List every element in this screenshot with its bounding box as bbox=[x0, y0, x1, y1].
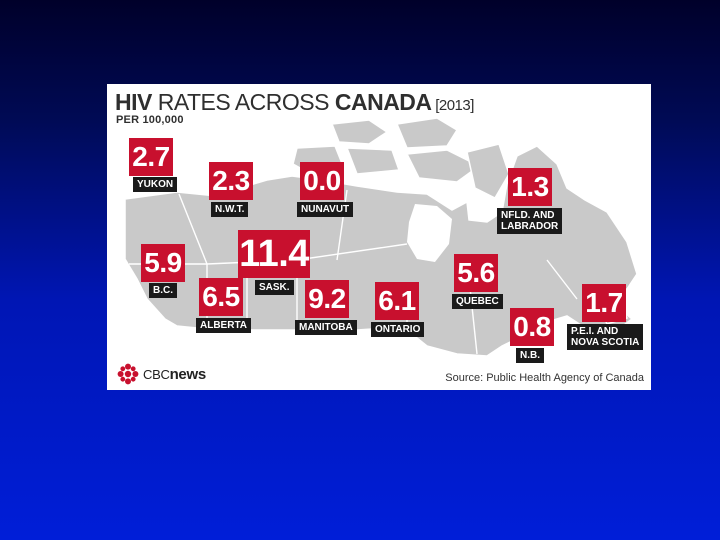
arctic-island bbox=[405, 149, 481, 183]
arctic-island bbox=[330, 119, 389, 145]
baffin-island bbox=[466, 143, 510, 199]
nfld-label: NFLD. AND LABRADOR bbox=[497, 208, 563, 234]
nb-label: N.B. bbox=[516, 348, 544, 363]
bc-label: B.C. bbox=[149, 283, 177, 298]
bc-rate: 5.9 bbox=[141, 244, 185, 282]
logo-cbc: CBC bbox=[143, 366, 170, 382]
nb-rate: 0.8 bbox=[510, 308, 554, 346]
pei-ns-label: P.E.I. AND NOVA SCOTIA bbox=[567, 324, 644, 350]
ontario-rate: 6.1 bbox=[375, 282, 419, 320]
nunavut-rate: 0.0 bbox=[300, 162, 344, 200]
logo-news: news bbox=[169, 365, 207, 383]
arctic-island bbox=[395, 117, 459, 149]
source-credit: Source: Public Health Agency of Canada bbox=[445, 372, 644, 384]
alberta-label: ALBERTA bbox=[196, 318, 252, 333]
alberta-rate: 6.5 bbox=[199, 278, 243, 316]
manitoba-rate: 9.2 bbox=[305, 280, 349, 318]
logo-wordmark: CBCnews bbox=[143, 366, 206, 383]
pei-ns-rate: 1.7 bbox=[582, 284, 626, 322]
infographic-panel: HIV RATES ACROSS CANADA [2013] PER 100,0… bbox=[107, 84, 651, 390]
page-title: HIV RATES ACROSS CANADA [2013] bbox=[115, 89, 474, 119]
yukon-rate: 2.7 bbox=[129, 138, 173, 176]
title-part-hiv: HIV bbox=[115, 89, 152, 115]
hudson-bay bbox=[407, 204, 452, 262]
cbc-gem-icon bbox=[117, 363, 139, 385]
title-year: [2013] bbox=[431, 97, 474, 114]
nwt-rate: 2.3 bbox=[209, 162, 253, 200]
cbc-news-logo: CBCnews bbox=[117, 363, 206, 385]
arctic-island bbox=[345, 147, 401, 175]
quebec-label: QUEBEC bbox=[452, 294, 503, 309]
quebec-rate: 5.6 bbox=[454, 254, 498, 292]
yukon-label: YUKON bbox=[133, 177, 178, 192]
subtitle: PER 100,000 bbox=[116, 114, 184, 126]
sask-label: SASK. bbox=[255, 280, 294, 295]
title-part-canada: CANADA bbox=[334, 89, 432, 115]
manitoba-label: MANITOBA bbox=[295, 320, 357, 335]
sask-rate: 11.4 bbox=[238, 230, 310, 278]
nfld-rate: 1.3 bbox=[508, 168, 552, 206]
nwt-label: N.W.T. bbox=[211, 202, 249, 217]
ontario-label: ONTARIO bbox=[371, 322, 425, 337]
nunavut-label: NUNAVUT bbox=[297, 202, 354, 217]
title-part-middle: RATES ACROSS bbox=[151, 89, 335, 115]
